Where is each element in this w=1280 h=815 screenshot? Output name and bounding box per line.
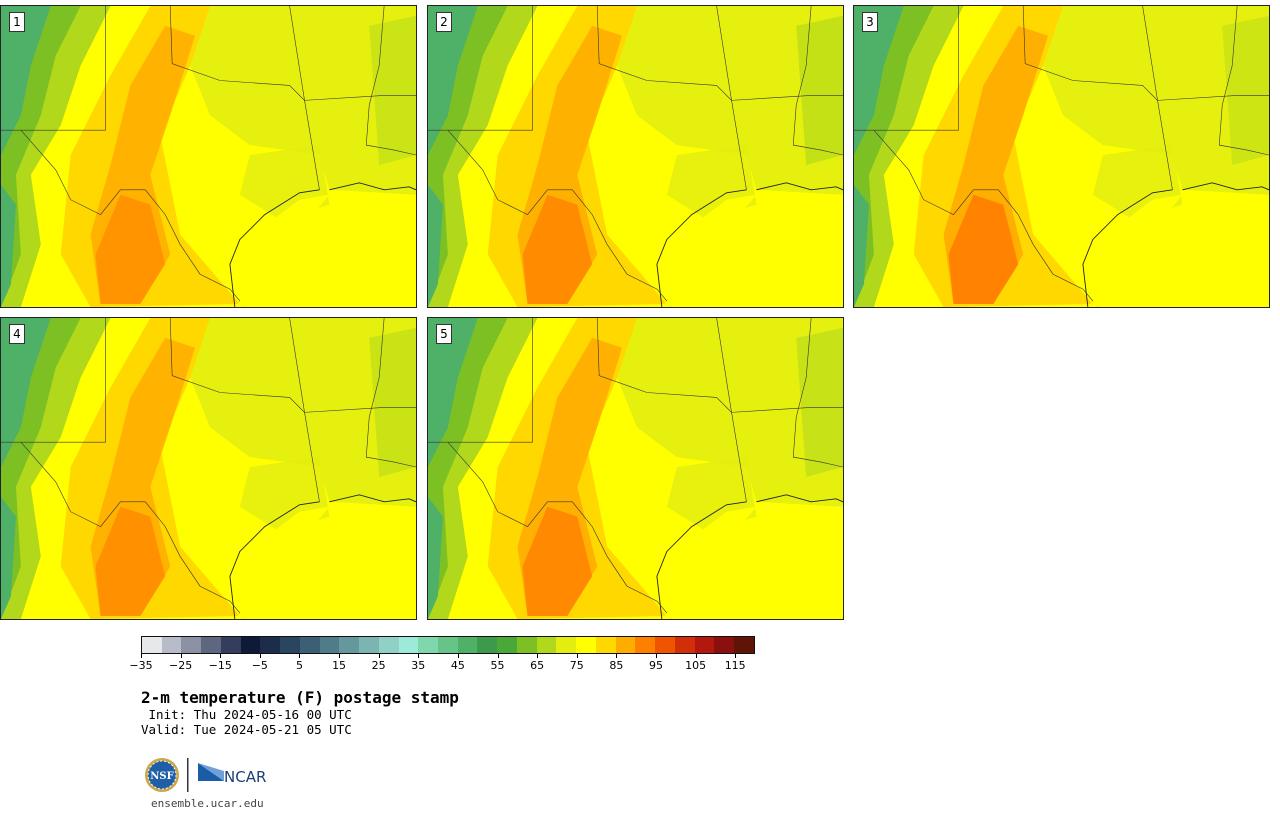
colorbar-segment [714, 637, 735, 653]
colorbar-segment [378, 637, 399, 653]
stamp-panel-2: 2 [427, 5, 844, 308]
colorbar-tick-label: −25 [169, 659, 193, 672]
colorbar-segment [576, 637, 596, 653]
colorbar-segment [398, 637, 419, 653]
colorbar-segment [181, 637, 202, 653]
colorbar-segment [615, 637, 636, 653]
init-time: Init: Thu 2024-05-16 00 UTC [141, 707, 352, 722]
logos: NSF NCAR [144, 757, 274, 793]
colorbar-tick-label: 45 [450, 659, 465, 672]
colorbar-segment [734, 637, 754, 653]
colorbar-tick [220, 654, 222, 658]
colorbar-tick-label: 5 [295, 659, 303, 672]
stamp-panel-4: 4 [0, 317, 417, 620]
temperature-map [1, 318, 416, 619]
colorbar-tick-label: 55 [490, 659, 505, 672]
temperature-map [1, 6, 416, 307]
colorbar-segment [280, 637, 300, 653]
colorbar-tick-label: 65 [530, 659, 545, 672]
colorbar-tick [695, 654, 697, 658]
colorbar-tick-label: 105 [685, 659, 707, 672]
panel-number: 4 [9, 324, 25, 344]
colorbar-segment [359, 637, 379, 653]
colorbar-segment [497, 637, 517, 653]
colorbar-segment [556, 637, 577, 653]
stamp-panel-5: 5 [427, 317, 844, 620]
colorbar-tick [378, 654, 380, 658]
temperature-map [428, 318, 843, 619]
colorbar-tick-label: 15 [332, 659, 347, 672]
colorbar-tick [457, 654, 459, 658]
ncar-logo-text: NCAR [224, 768, 266, 786]
stamp-panel-1: 1 [0, 5, 417, 308]
colorbar-segment [299, 637, 320, 653]
colorbar-segment [260, 637, 281, 653]
colorbar-tick-label: 35 [411, 659, 426, 672]
colorbar-tick-label: 85 [609, 659, 624, 672]
colorbar-tick [616, 654, 618, 658]
colorbar-segment [635, 637, 656, 653]
colorbar-segment [457, 637, 478, 653]
colorbar-segment [339, 637, 360, 653]
colorbar-segment [142, 637, 162, 653]
colorbar-tick-label: 75 [569, 659, 584, 672]
colorbar-segment [319, 637, 340, 653]
colorbar-tick-label: −15 [208, 659, 232, 672]
colorbar-segment [201, 637, 221, 653]
colorbar-segment [240, 637, 261, 653]
colorbar-tick-label: −5 [251, 659, 268, 672]
colorbar-segment [438, 637, 458, 653]
colorbar-segment [418, 637, 439, 653]
panel-number: 5 [436, 324, 452, 344]
temperature-map [428, 6, 843, 307]
colorbar-tick-label: 115 [724, 659, 746, 672]
colorbar-segment [477, 637, 498, 653]
colorbar-segment [595, 637, 616, 653]
stamp-panel-3: 3 [853, 5, 1270, 308]
colorbar-tick [259, 654, 261, 658]
temperature-map [854, 6, 1269, 307]
colorbar-segment [655, 637, 675, 653]
colorbar-tick [497, 654, 499, 658]
panel-number: 1 [9, 12, 25, 32]
colorbar-ticks: −35 −25 −15 −5 5 15 25 35 45 55 65 75 85 95 105 115 [129, 654, 755, 678]
colorbar-tick [418, 654, 420, 658]
panel-number: 2 [436, 12, 452, 32]
nsf-logo-icon: NSF [145, 758, 179, 792]
colorbar-tick-label: −35 [129, 659, 153, 672]
colorbar-segment [694, 637, 715, 653]
colorbar-tick [339, 654, 341, 658]
colorbar-tick-label: 25 [371, 659, 386, 672]
ncar-logo-icon: NCAR [198, 763, 266, 786]
colorbar-tick [180, 654, 182, 658]
valid-time: Valid: Tue 2024-05-21 05 UTC [141, 722, 352, 737]
colorbar-tick [537, 654, 539, 658]
colorbar-segment [516, 637, 537, 653]
colorbar-tick [141, 654, 142, 658]
colorbar-tick [735, 654, 737, 658]
colorbar-tick-label: 95 [648, 659, 663, 672]
colorbar [141, 636, 755, 654]
colorbar-tick [576, 654, 578, 658]
nsf-logo-text: NSF [150, 771, 173, 782]
colorbar-tick [299, 654, 301, 658]
colorbar-tick [655, 654, 657, 658]
colorbar-segment [674, 637, 695, 653]
chart-title: 2-m temperature (F) postage stamp [141, 688, 459, 707]
colorbar-segment [161, 637, 182, 653]
site-url: ensemble.ucar.edu [151, 797, 264, 810]
colorbar-segment [220, 637, 241, 653]
colorbar-segment [536, 637, 557, 653]
panel-number: 3 [862, 12, 878, 32]
